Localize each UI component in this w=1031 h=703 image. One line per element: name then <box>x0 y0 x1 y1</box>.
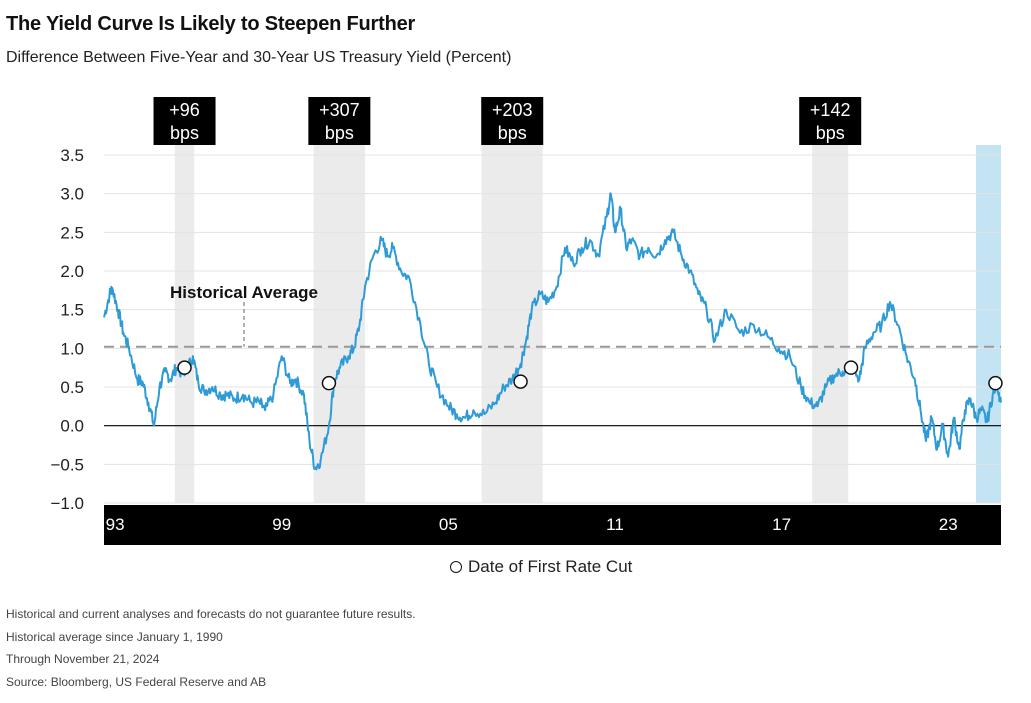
y-tick-label-3: 2.0 <box>60 262 84 281</box>
x-tick-label-2: 05 <box>439 515 458 534</box>
footnote-through: Through November 21, 2024 <box>6 652 160 666</box>
x-tick-label-5: 23 <box>939 515 958 534</box>
current-period-shade <box>976 145 1001 503</box>
x-axis-labels: 93 99 05 11 17 23 <box>106 515 958 534</box>
x-tick-label-3: 11 <box>606 515 624 534</box>
series-line-5y-30y-spread <box>103 192 1002 471</box>
y-tick-label-1: 3.0 <box>60 185 84 204</box>
y-tick-label-8: −0.5 <box>50 455 84 474</box>
bps-annotation-box-2 <box>481 97 544 145</box>
bps-annotation-unit-0: bps <box>170 123 199 143</box>
chart-title: The Yield Curve Is Likely to Steepen Fur… <box>6 13 416 35</box>
legend: Date of First Rate Cut <box>450 557 632 577</box>
x-axis-bar <box>104 505 1001 545</box>
bps-annotation-box-1 <box>308 97 371 145</box>
rate-cut-period-shade-2 <box>481 145 543 503</box>
footnote-disclaimer: Historical and current analyses and fore… <box>6 607 416 621</box>
yield-curve-chart: 3.5 3.0 2.5 2.0 1.5 1.0 0.5 0.0 −0.5 −1.0 Histori… <box>50 97 1003 545</box>
legend-label: Date of First Rate Cut <box>468 557 633 576</box>
rate-cut-marker-3 <box>843 360 859 375</box>
first-rate-cut-markers <box>177 360 1003 391</box>
rate-cut-period-shade-3 <box>812 145 849 503</box>
bps-annotation-box-3 <box>799 97 862 145</box>
shaded-periods <box>174 145 1001 503</box>
bps-annotation-value-1: +307 <box>319 100 360 120</box>
gridlines <box>104 154 1001 504</box>
y-tick-label-7: 0.0 <box>60 417 84 436</box>
rate-cut-marker-4 <box>988 375 1003 391</box>
rate-cut-marker-1 <box>321 375 337 391</box>
bps-annotation-box-0 <box>153 97 216 145</box>
y-tick-label-9: −1.0 <box>50 494 84 513</box>
x-tick-label-0: 93 <box>106 515 125 534</box>
x-tick-label-4: 17 <box>772 515 791 534</box>
historical-average-label: Historical Average <box>170 283 318 302</box>
footnotes: Historical and current analyses and fore… <box>6 603 416 693</box>
rate-cut-period-shade-0 <box>174 145 195 503</box>
y-tick-label-0: 3.5 <box>60 146 84 165</box>
rate-cut-period-shade-1 <box>313 145 366 503</box>
chart-subtitle: Difference Between Five-Year and 30-Year… <box>6 49 512 66</box>
footnote-source: Source: Bloomberg, US Federal Reserve an… <box>6 674 267 689</box>
bps-annotation-value-2: +203 <box>492 100 533 120</box>
y-axis-labels: 3.5 3.0 2.5 2.0 1.5 1.0 0.5 0.0 −0.5 −1.0 <box>50 146 84 513</box>
bps-annotation-unit-2: bps <box>498 123 527 143</box>
y-tick-label-6: 0.5 <box>60 378 84 397</box>
bps-annotations: +96 bps +307 bps +203 bps +142 bps <box>153 97 862 145</box>
y-tick-label-5: 1.0 <box>60 339 84 358</box>
y-tick-label-4: 1.5 <box>60 301 84 320</box>
rate-cut-marker-0 <box>177 360 192 375</box>
footnote-average: Historical average since January 1, 1990 <box>6 629 223 644</box>
rate-cut-circle-icon <box>450 561 462 573</box>
bps-annotation-unit-1: bps <box>325 123 354 143</box>
bps-annotation-value-0: +96 <box>169 100 200 120</box>
rate-cut-marker-2 <box>513 374 528 389</box>
bps-annotation-value-3: +142 <box>810 100 851 120</box>
x-tick-label-1: 99 <box>272 515 291 534</box>
y-tick-label-2: 2.5 <box>60 223 84 242</box>
bps-annotation-unit-3: bps <box>816 123 845 143</box>
